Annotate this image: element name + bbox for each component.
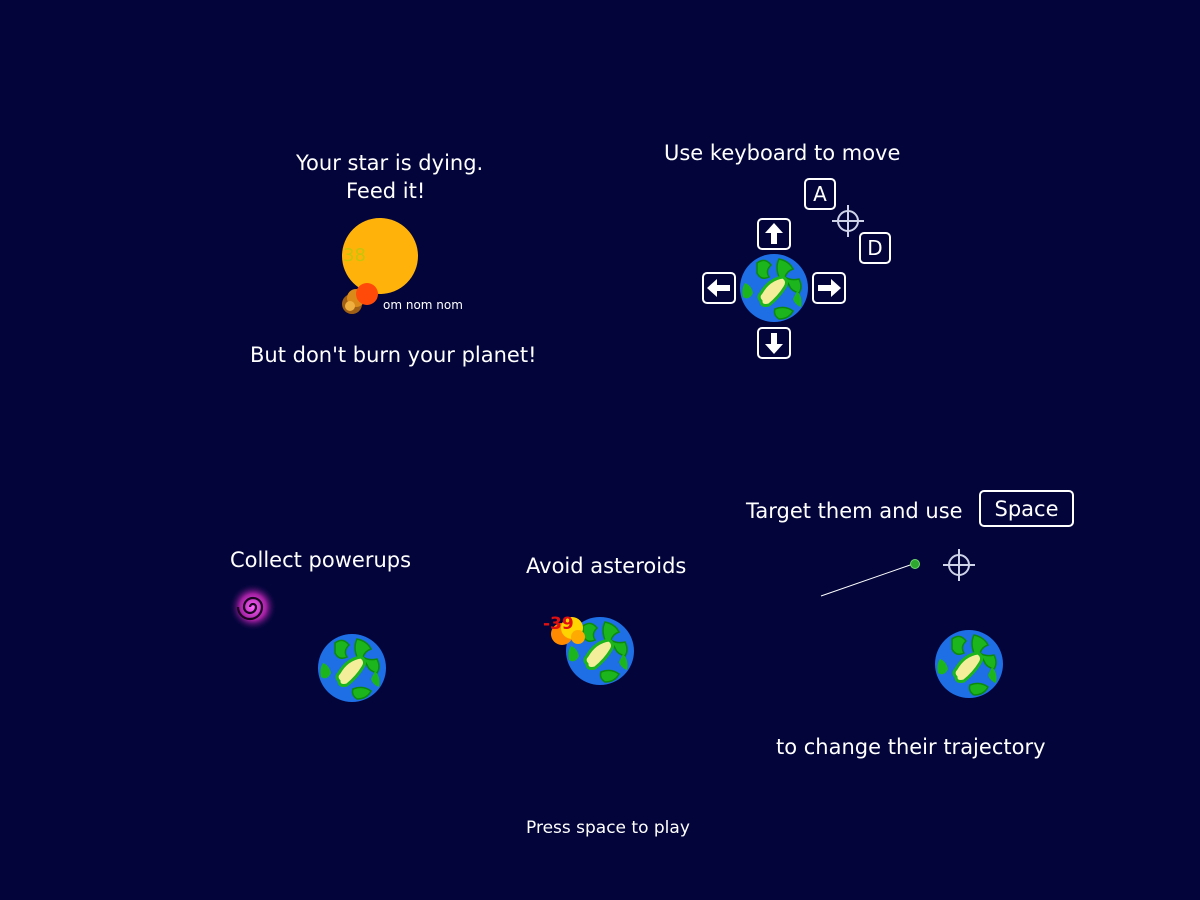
crosshair-icon <box>832 205 864 237</box>
arrow-right-icon <box>812 272 846 304</box>
press-space-prompt[interactable]: Press space to play <box>526 818 690 838</box>
target-crosshair-icon <box>943 549 975 581</box>
burn-warning: But don't burn your planet! <box>250 343 537 367</box>
asteroid <box>910 559 920 569</box>
target-instruction: Target them and use <box>746 499 963 523</box>
asteroid-trail <box>820 563 914 597</box>
damage-text: -39 <box>543 614 574 634</box>
key-space: Space <box>979 490 1074 527</box>
planet-target <box>933 628 1005 700</box>
key-a: A <box>804 178 836 210</box>
arrow-left-icon <box>702 272 736 304</box>
controls-title: Use keyboard to move <box>664 141 901 165</box>
star-intro-line1: Your star is dying. <box>296 151 484 175</box>
om-nom-text: om nom nom <box>383 298 463 312</box>
dying-star <box>342 218 418 294</box>
arrow-up-icon <box>757 218 791 250</box>
asteroid-explosion <box>551 617 585 645</box>
star-value: 38 <box>343 245 366 266</box>
powerup-vortex-icon <box>229 583 277 631</box>
powerups-title: Collect powerups <box>230 548 412 572</box>
key-d: D <box>859 232 891 264</box>
trajectory-text: to change their trajectory <box>776 735 1046 759</box>
arrow-down-icon <box>757 327 791 359</box>
star-intro-line2: Feed it! <box>346 179 426 203</box>
explosion-particles <box>342 283 378 314</box>
asteroids-title: Avoid asteroids <box>526 554 687 578</box>
